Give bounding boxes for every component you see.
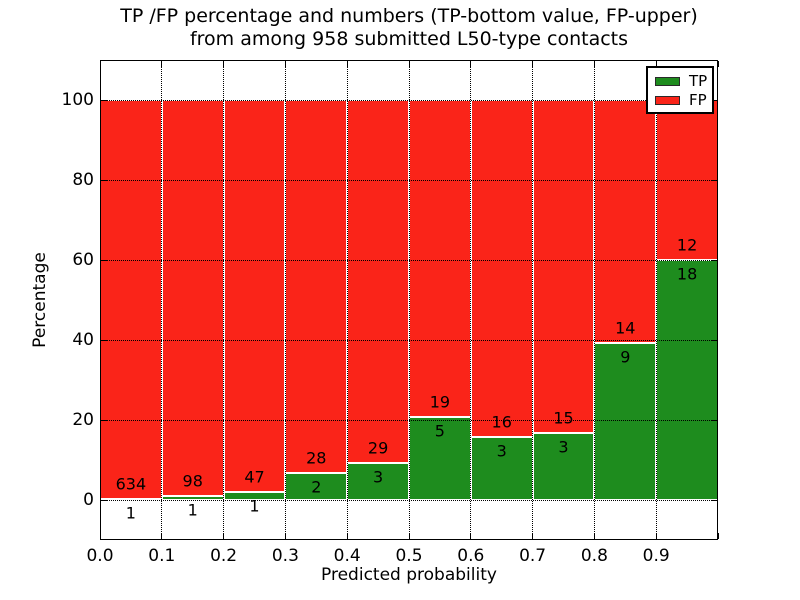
legend-label-tp: TP [689, 72, 708, 90]
x-tick-label: 0.9 [642, 546, 670, 566]
plot-border [100, 60, 718, 540]
chart-title-line-1: TP /FP percentage and numbers (TP-bottom… [120, 5, 698, 27]
y-tick-label: 80 [72, 170, 94, 190]
legend: TP FP [646, 66, 714, 114]
x-tick-label: 0.2 [210, 546, 238, 566]
y-tick-label: 100 [61, 90, 94, 110]
y-tick-label: 40 [72, 330, 94, 350]
x-tick-label: 0.4 [333, 546, 361, 566]
x-tick-label: 0.1 [148, 546, 176, 566]
y-axis-label: Percentage [30, 252, 50, 348]
x-tick-label: 0.0 [86, 546, 114, 566]
tp-swatch-icon [655, 77, 680, 86]
chart-title-line-2: from among 958 submitted L50-type contac… [189, 28, 629, 50]
y-tick-label: 20 [72, 410, 94, 430]
y-tick-label: 0 [83, 490, 94, 510]
x-tick-label: 0.8 [580, 546, 608, 566]
x-tick-label: 0.3 [271, 546, 299, 566]
chart-title: TP /FP percentage and numbers (TP-bottom… [100, 5, 718, 51]
x-tick-label: 0.7 [519, 546, 547, 566]
legend-entry-fp: FP [655, 91, 712, 110]
legend-label-fp: FP [689, 91, 707, 109]
x-axis-label: Predicted probability [321, 565, 497, 585]
x-tick-label: 0.6 [457, 546, 485, 566]
y-tick-label: 60 [72, 250, 94, 270]
legend-entry-tp: TP [655, 72, 712, 91]
fp-swatch-icon [655, 96, 680, 105]
x-tick-label: 0.5 [395, 546, 423, 566]
